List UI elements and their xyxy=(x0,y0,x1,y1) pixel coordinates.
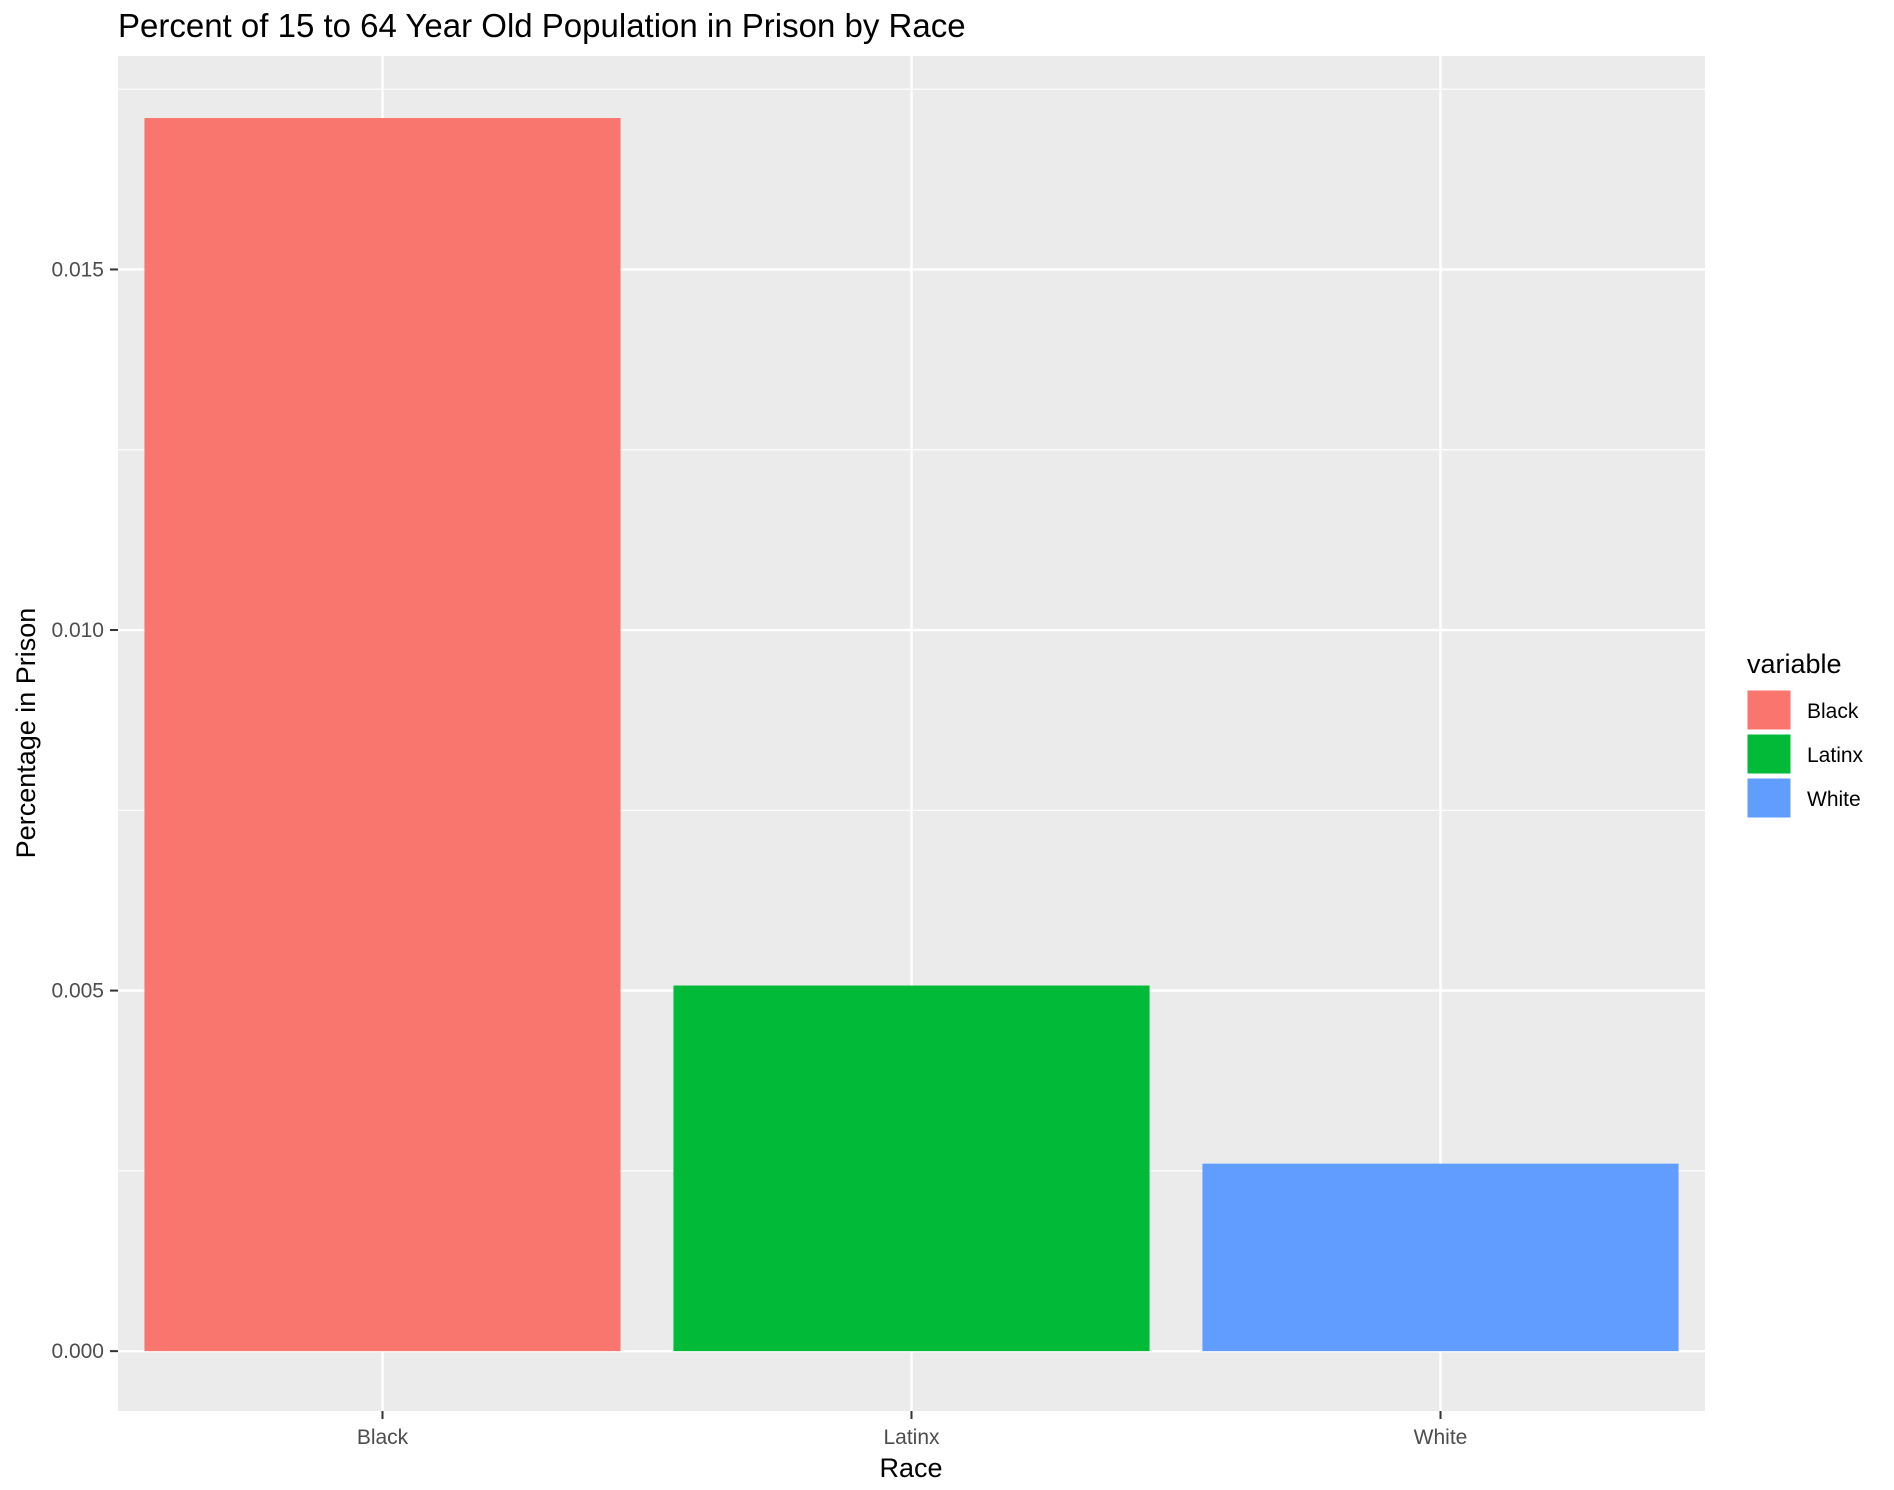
x-tick-label: Latinx xyxy=(883,1426,940,1449)
bar-white xyxy=(1202,1163,1679,1352)
y-tick-label: 0.015 xyxy=(51,258,104,281)
y-tick-label: 0.000 xyxy=(51,1340,104,1363)
x-axis: Black Latinx White xyxy=(357,1411,1468,1449)
y-tick-label: 0.005 xyxy=(51,980,104,1003)
x-tick-label: White xyxy=(1414,1426,1468,1449)
legend-label-latinx: Latinx xyxy=(1807,744,1864,767)
legend-key-black xyxy=(1746,689,1792,731)
x-tick-label: Black xyxy=(357,1426,409,1449)
y-axis-title: Percentage in Prison xyxy=(11,608,41,859)
legend-key-latinx xyxy=(1746,733,1792,775)
legend-label-black: Black xyxy=(1807,700,1859,723)
chart-title: Percent of 15 to 64 Year Old Population … xyxy=(118,7,966,44)
legend-label-white: White xyxy=(1807,788,1861,811)
y-axis: 0.000 0.005 0.010 0.015 xyxy=(51,258,118,1363)
bar-black xyxy=(144,118,621,1352)
bars xyxy=(144,118,1679,1352)
legend-title: variable xyxy=(1747,649,1842,679)
y-tick-label: 0.010 xyxy=(51,619,104,642)
bar-latinx xyxy=(673,985,1150,1352)
x-axis-title: Race xyxy=(879,1453,942,1483)
legend-key-white xyxy=(1746,777,1792,819)
legend: variable Black Latinx White xyxy=(1746,649,1864,819)
